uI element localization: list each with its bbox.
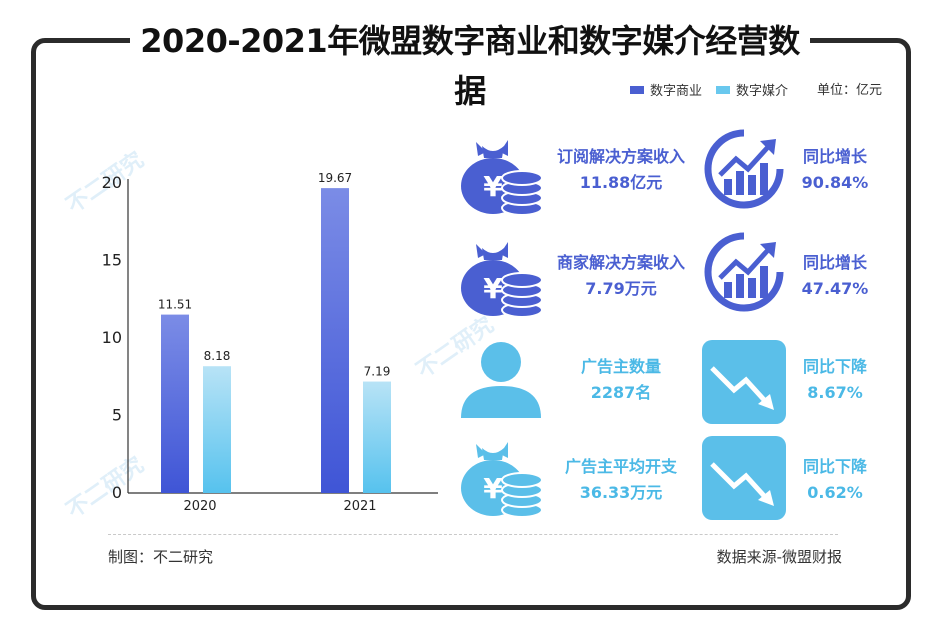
bar [203, 366, 231, 493]
change-value: 90.84% [801, 173, 869, 192]
money-bag-icon: ¥ [461, 140, 543, 216]
legend-swatch-digital-media [715, 85, 730, 94]
metric-merchant: 商家解决方案收入 7.79万元 [546, 250, 696, 302]
data-label: 11.51 [158, 298, 192, 312]
metric-value: 36.33万元 [579, 483, 663, 502]
y-tick-label: 20 [102, 173, 122, 192]
legend-swatch-digital-commerce [629, 85, 644, 94]
x-tick-label: 2020 [183, 499, 216, 514]
change-value: 8.67% [807, 383, 863, 402]
change-value: 47.47% [801, 279, 869, 298]
footer-divider [108, 534, 838, 535]
legend-item: 数字商业 [629, 80, 702, 99]
legend: 数字商业 数字媒介 [629, 80, 788, 99]
legend-label: 数字媒介 [735, 84, 788, 99]
bar [363, 381, 391, 493]
metric-name: 广告主数量 [580, 357, 661, 376]
money-bag-icon: ¥ [461, 242, 543, 318]
y-tick-label: 15 [102, 251, 122, 270]
footer-author: 制图：不二研究 [108, 548, 214, 566]
data-label: 7.19 [364, 365, 391, 379]
legend-label: 数字商业 [649, 84, 702, 99]
metric-name: 广告主平均开支 [564, 457, 677, 476]
metric-name: 商家解决方案收入 [556, 253, 685, 272]
user-icon [461, 342, 541, 418]
y-tick-label: 10 [102, 328, 122, 347]
change-value: 0.62% [807, 483, 863, 502]
trend-up-icon [704, 232, 784, 312]
trend-down-icon [702, 436, 786, 520]
metric-value: 7.79万元 [585, 279, 657, 298]
change-label: 同比增长 [802, 147, 867, 166]
metric-subscription: 订阅解决方案收入 11.88亿元 [546, 144, 696, 196]
change-label: 同比增长 [802, 253, 867, 272]
metric-subscription-change: 同比增长 90.84% [790, 144, 880, 196]
metric-merchant-change: 同比增长 47.47% [790, 250, 880, 302]
footer-source: 数据来源-微盟财报 [716, 548, 842, 566]
trend-down-icon [702, 340, 786, 424]
svg-text:¥: ¥ [483, 472, 503, 505]
metric-avg-spend: 广告主平均开支 36.33万元 [546, 454, 696, 506]
chart-title: 2020-2021年微盟数字商业和数字媒介经营数据 [130, 16, 810, 110]
change-label: 同比下降 [802, 357, 867, 376]
metric-name: 订阅解决方案收入 [556, 147, 685, 166]
metric-advertisers-change: 同比下降 8.67% [790, 354, 880, 406]
y-tick-label: 0 [112, 483, 122, 502]
metric-value: 2287名 [590, 383, 652, 402]
metric-value: 11.88亿元 [579, 173, 663, 192]
unit-label: 单位：亿元 [816, 83, 882, 98]
metric-advertisers: 广告主数量 2287名 [546, 354, 696, 406]
svg-text:¥: ¥ [483, 170, 503, 203]
metric-avg-spend-change: 同比下降 0.62% [790, 454, 880, 506]
legend-item: 数字媒介 [715, 80, 788, 99]
trend-up-icon [704, 129, 784, 209]
bar [161, 314, 189, 493]
data-label: 19.67 [318, 171, 352, 185]
svg-text:¥: ¥ [483, 272, 503, 305]
data-label: 8.18 [204, 349, 231, 363]
bar [321, 188, 349, 494]
money-bag-icon: ¥ [461, 442, 543, 518]
change-label: 同比下降 [802, 457, 867, 476]
x-tick-label: 2021 [343, 499, 376, 514]
y-tick-label: 5 [112, 406, 122, 425]
